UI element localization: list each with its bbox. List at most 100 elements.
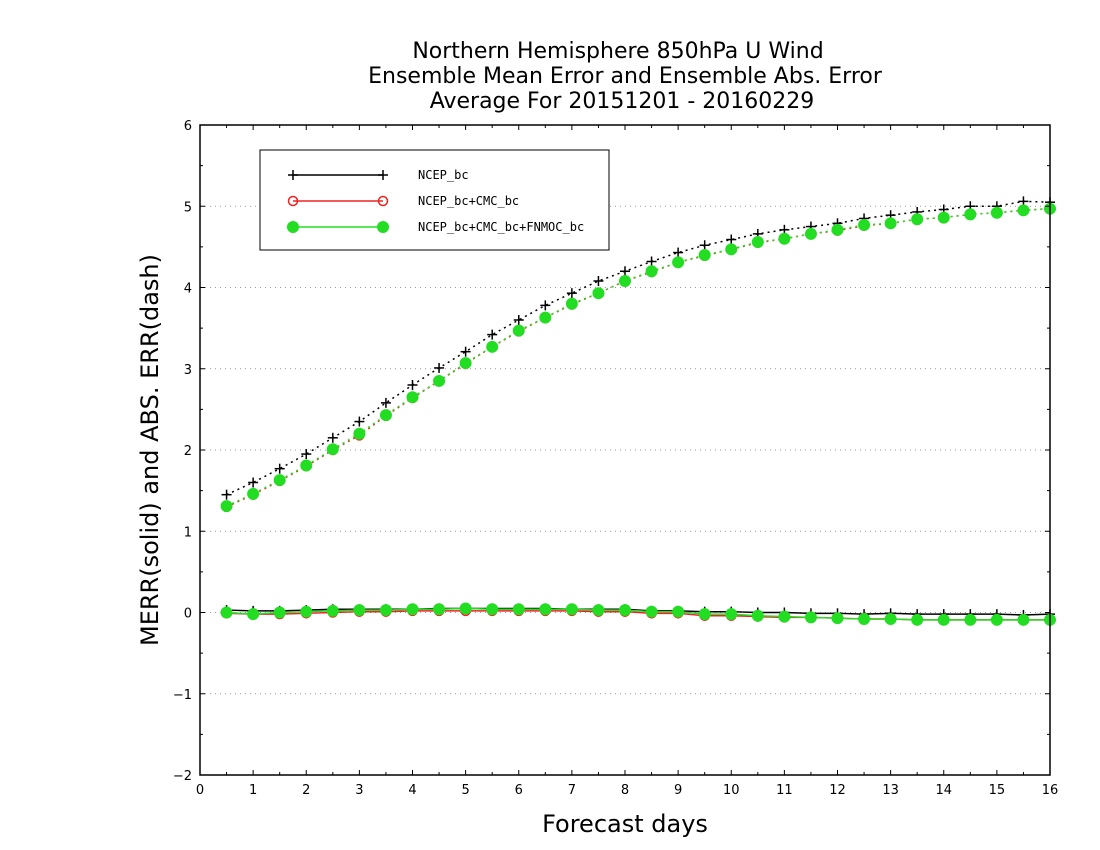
merr-point	[539, 603, 552, 616]
legend-marker-end	[377, 221, 389, 233]
abs-err-point	[778, 232, 791, 245]
abs-err-point	[964, 208, 977, 221]
abs-err-point	[751, 236, 764, 248]
x-tick-label: 13	[882, 783, 899, 798]
series-1	[221, 203, 1056, 626]
abs-err-point	[540, 300, 551, 311]
merr-point	[751, 609, 764, 622]
x-tick-label: 6	[515, 783, 523, 798]
merr-point	[459, 602, 472, 615]
abs-err-point	[379, 409, 392, 422]
legend-marker-start	[288, 170, 298, 180]
merr-point	[565, 603, 578, 616]
abs-err-point	[565, 297, 578, 310]
abs-err-point	[221, 489, 232, 500]
abs-err-point	[247, 487, 260, 500]
abs-err-point	[566, 288, 577, 299]
x-tick-label: 3	[355, 783, 363, 798]
x-tick-label: 1	[249, 783, 257, 798]
merr-point	[725, 608, 738, 621]
abs-err-point	[990, 206, 1003, 219]
abs-err-point	[459, 357, 472, 370]
y-axis-label: MERR(solid) and ABS. ERR(dash)	[136, 254, 164, 646]
x-tick-label: 2	[302, 783, 310, 798]
x-tick-label: 10	[723, 783, 740, 798]
y-tick-label: 6	[184, 119, 192, 134]
merr-point	[672, 605, 685, 618]
legend-label-ncep-cmc-fnmoc: NCEP_bc+CMC_bc+FNMOC_bc	[418, 220, 584, 234]
merr-point	[804, 611, 817, 624]
abs-err-point	[380, 397, 391, 408]
abs-err-point	[804, 227, 817, 240]
abs-err-point	[327, 432, 338, 443]
merr-point	[911, 613, 924, 626]
title-line-3: Average For 20151201 - 20160229	[430, 89, 815, 114]
abs-err-point	[433, 374, 446, 387]
abs-err-point	[646, 256, 657, 267]
abs-err-point	[726, 234, 737, 245]
x-tick-label: 4	[408, 783, 416, 798]
legend-label-ncep: NCEP_bc	[418, 168, 469, 182]
merr-line	[226, 610, 1050, 621]
abs-err-point	[593, 276, 604, 286]
merr-point	[326, 604, 339, 617]
y-tick-label: 4	[184, 282, 192, 297]
abs-err-point	[831, 223, 844, 236]
legend-marker-end	[377, 195, 389, 207]
merr-point	[884, 613, 897, 625]
x-axis-label: Forecast days	[542, 810, 708, 838]
abs-err-point	[725, 243, 738, 256]
title-line-1: Northern Hemisphere 850hPa U Wind	[412, 39, 823, 64]
abs-err-point	[248, 477, 259, 488]
title-line-2: Ensemble Mean Error and Ensemble Abs. Er…	[368, 64, 883, 89]
abs-err-point	[619, 275, 631, 287]
abs-err-point	[858, 218, 871, 231]
x-tick-label: 12	[829, 783, 846, 798]
x-tick-label: 5	[461, 783, 469, 798]
merr-point	[698, 608, 711, 621]
abs-err-line	[226, 207, 1051, 507]
merr-point	[300, 605, 313, 618]
x-axis: 0 1 2 3 4 5 6 7 8 9 10 11 12 13 14 15 16	[196, 125, 1058, 798]
abs-err-point	[407, 380, 418, 390]
merr-point	[645, 605, 658, 618]
x-tick-label: 8	[621, 783, 629, 798]
legend-marker-start	[287, 221, 299, 233]
merr-point	[937, 613, 950, 626]
y-tick-label: −1	[173, 688, 192, 703]
chart-title: Northern Hemisphere 850hPa U Wind Ensemb…	[368, 39, 883, 114]
abs-err-point	[487, 329, 498, 340]
abs-err-point	[673, 247, 684, 258]
x-tick-label: 15	[989, 783, 1006, 798]
plot-series	[220, 196, 1056, 626]
merr-point	[220, 606, 233, 619]
abs-err-point	[512, 324, 525, 337]
series-0	[221, 196, 1055, 620]
abs-err-point	[326, 443, 339, 456]
x-tick-label: 14	[935, 783, 952, 798]
merr-point	[512, 603, 525, 616]
merr-point	[592, 604, 605, 617]
x-tick-label: 11	[776, 783, 793, 798]
x-tick-label: 0	[196, 783, 204, 798]
merr-point	[486, 603, 499, 616]
y-tick-label: 2	[184, 444, 192, 459]
merr-point	[858, 613, 871, 625]
abs-err-point	[620, 266, 630, 277]
y-tick-label: 1	[184, 525, 192, 540]
merr-point	[406, 603, 419, 616]
abs-err-line	[226, 207, 1051, 508]
legend-markers	[287, 170, 389, 233]
abs-err-point	[434, 362, 445, 373]
abs-err-point	[353, 427, 366, 440]
abs-err-point	[301, 449, 312, 460]
abs-err-point	[672, 256, 685, 269]
y-tick-label: 3	[184, 363, 192, 378]
abs-err-line	[226, 200, 1051, 496]
abs-err-point	[274, 463, 285, 474]
y-tick-label: −2	[173, 769, 192, 784]
abs-err-point	[884, 217, 897, 230]
abs-err-point	[300, 459, 313, 472]
merr-point	[273, 606, 286, 619]
